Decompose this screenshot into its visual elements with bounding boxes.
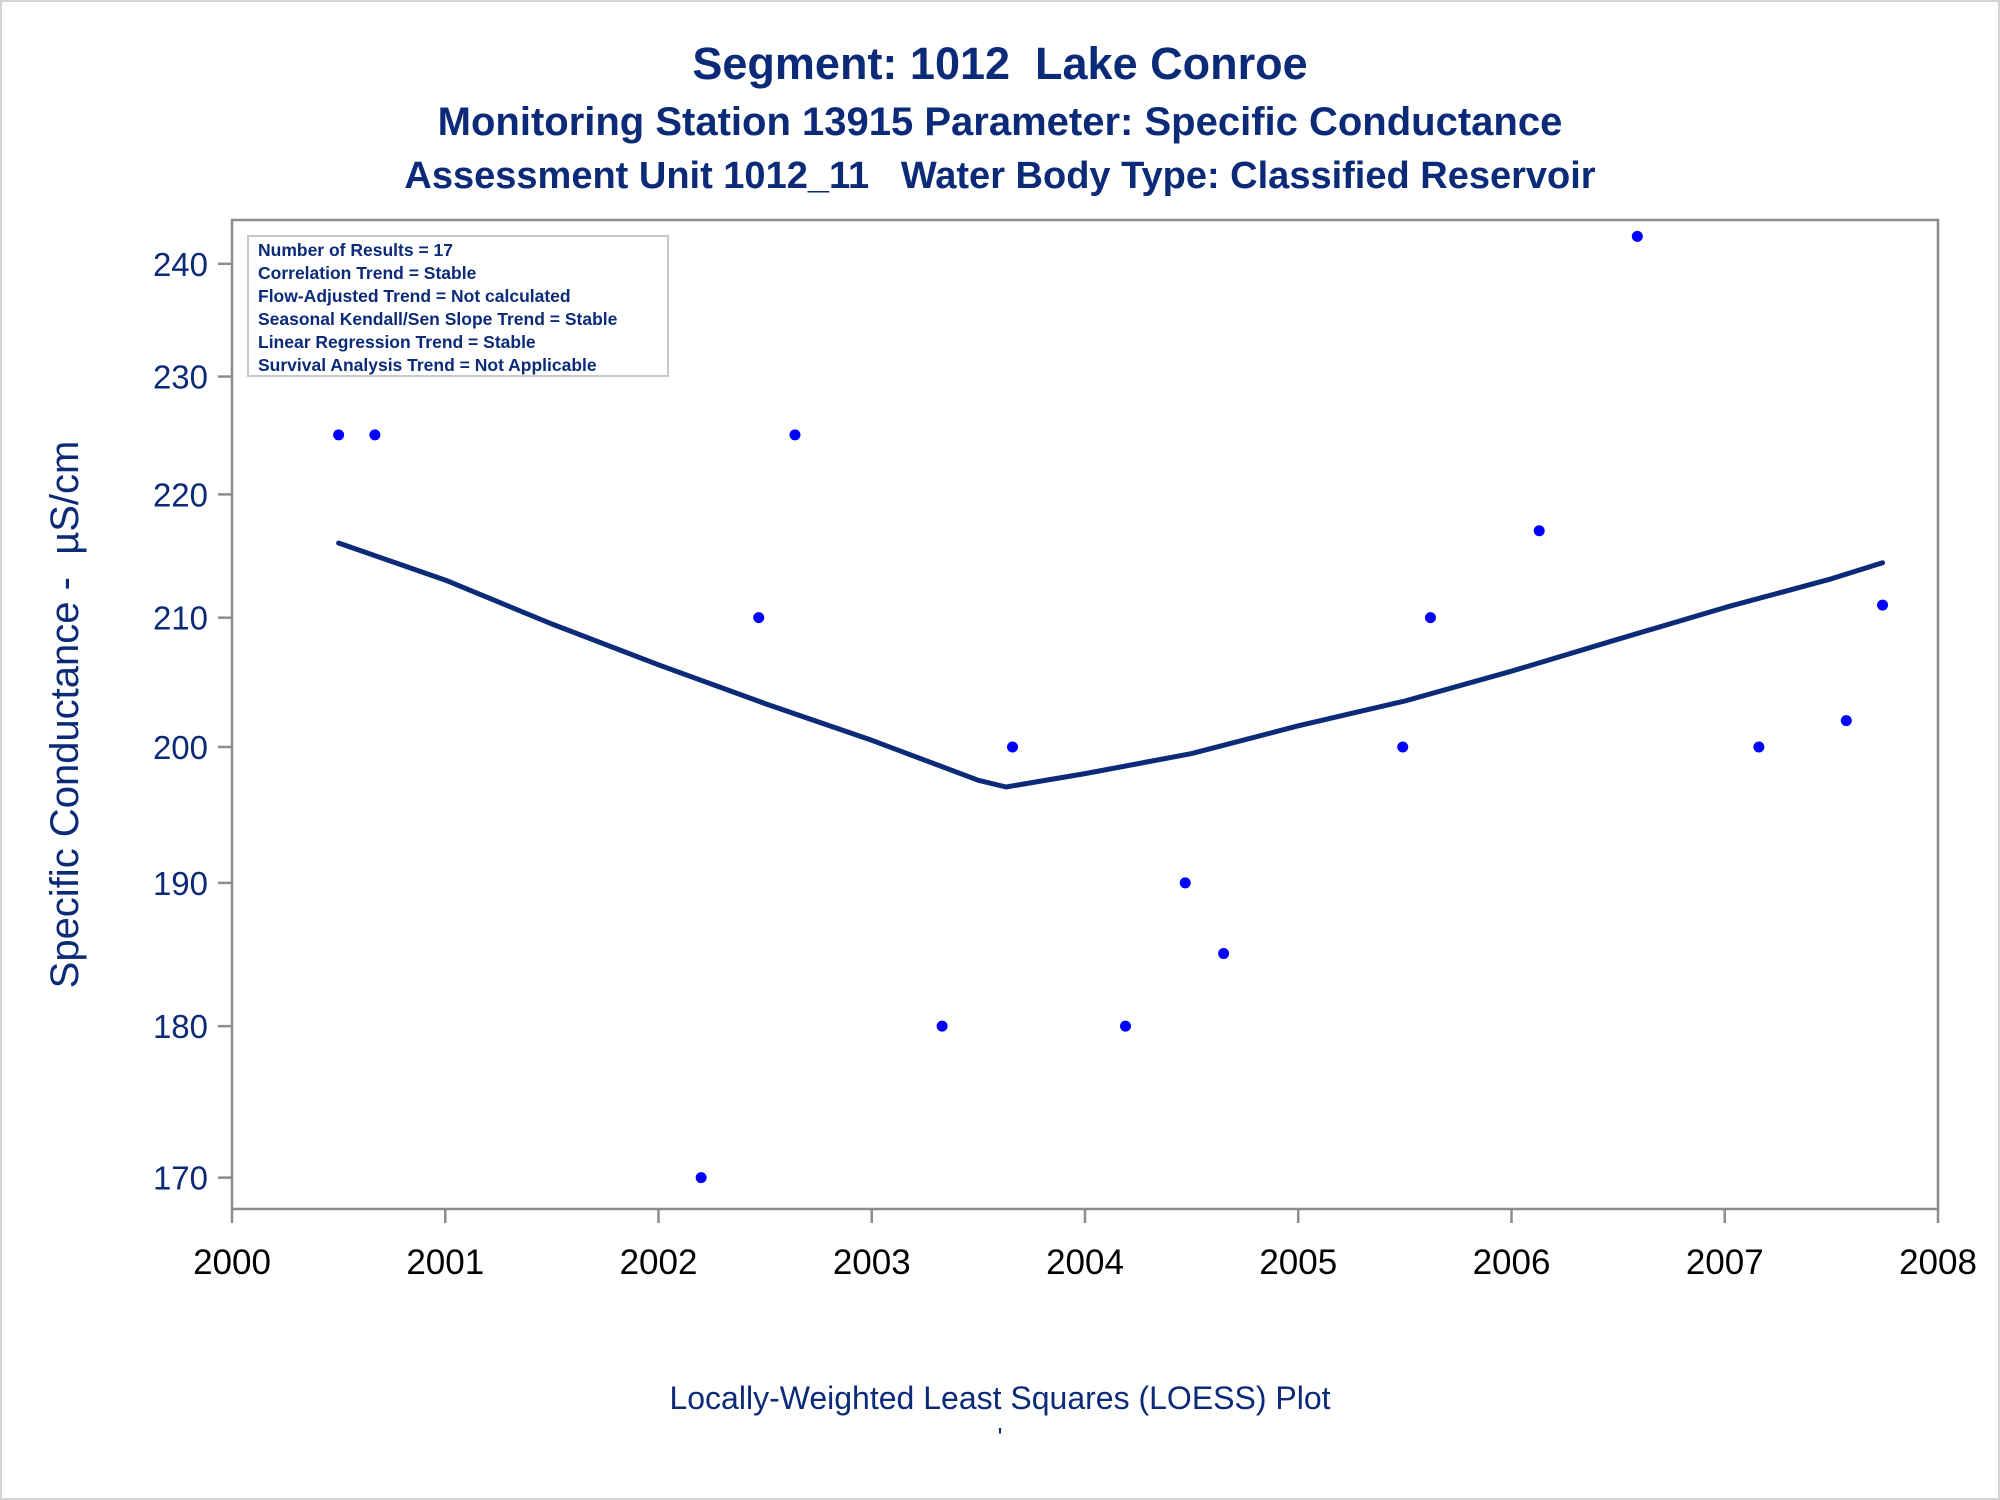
loess-curve: [336, 540, 1886, 790]
data-point: [333, 429, 345, 441]
y-tick-label: 220: [153, 476, 208, 513]
data-point: [1631, 230, 1643, 242]
data-point: [1840, 715, 1852, 727]
chart-subtitle-assessment: Assessment Unit 1012_11 Water Body Type:…: [404, 155, 1596, 197]
y-tick-label: 240: [153, 246, 208, 283]
data-point: [369, 429, 381, 441]
data-point: [1179, 877, 1191, 889]
footnote-loess: Locally-Weighted Least Squares (LOESS) P…: [669, 1380, 1331, 1416]
data-point: [1006, 741, 1018, 753]
stats-line: Linear Regression Trend = Stable: [258, 332, 536, 352]
x-tick-label: 2006: [1473, 1243, 1551, 1282]
data-point: [1120, 1020, 1132, 1032]
data-point: [1753, 741, 1765, 753]
stats-line: Flow-Adjusted Trend = Not calculated: [258, 286, 571, 306]
y-axis-label: Specific Conductance - µS/cm: [43, 441, 87, 989]
data-point: [695, 1172, 707, 1184]
data-point: [789, 429, 801, 441]
y-tick-label: 200: [153, 729, 208, 766]
stats-box: [247, 235, 669, 377]
data-point: [1218, 948, 1230, 960]
y-tick-label: 170: [153, 1160, 208, 1197]
data-point: [1877, 599, 1889, 611]
chart-title: Segment: 1012 Lake Conroe: [692, 38, 1308, 89]
x-tick-label: 2002: [620, 1243, 698, 1282]
x-tick-label: 2008: [1899, 1243, 1977, 1282]
data-point: [1533, 525, 1545, 537]
stats-line: Seasonal Kendall/Sen Slope Trend = Stabl…: [258, 309, 618, 329]
y-tick-label: 210: [153, 600, 208, 637]
y-tick-label: 180: [153, 1008, 208, 1045]
stats-line: Survival Analysis Trend = Not Applicable: [258, 355, 597, 375]
x-tick-label: 2007: [1686, 1243, 1764, 1282]
y-tick-label: 230: [153, 359, 208, 396]
footnote-mark: ': [997, 1422, 1003, 1452]
x-tick-label: 2005: [1259, 1243, 1337, 1282]
y-tick-label: 190: [153, 865, 208, 902]
data-point: [753, 612, 765, 624]
data-point: [1424, 612, 1436, 624]
stats-line: Number of Results = 17: [258, 240, 453, 260]
data-point: [1397, 741, 1409, 753]
x-tick-label: 2001: [406, 1243, 484, 1282]
stats-line: Correlation Trend = Stable: [258, 263, 477, 283]
x-tick-label: 2000: [193, 1243, 271, 1282]
data-point: [936, 1020, 948, 1032]
x-tick-label: 2004: [1046, 1243, 1124, 1282]
chart-subtitle-station: Monitoring Station 13915 Parameter: Spec…: [437, 100, 1563, 144]
x-tick-label: 2003: [833, 1243, 911, 1282]
